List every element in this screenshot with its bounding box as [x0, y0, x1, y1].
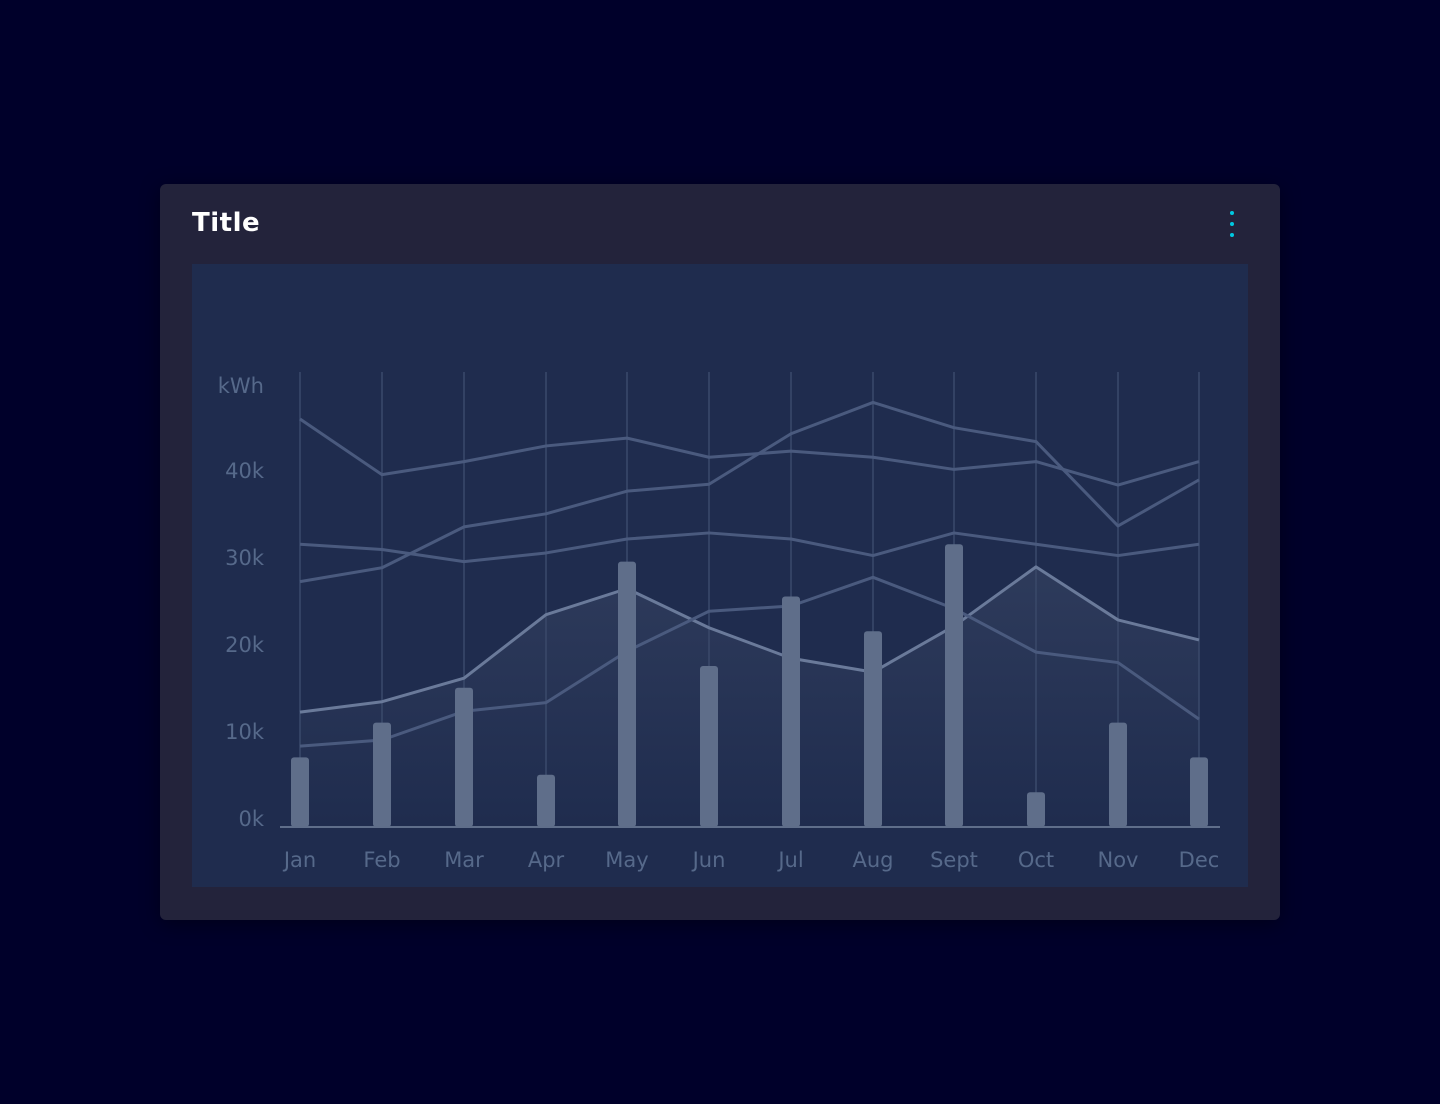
x-tick-label: Jul	[776, 848, 803, 872]
x-tick-label: Jan	[282, 848, 316, 872]
x-tick-label: Oct	[1018, 848, 1054, 872]
x-tick-label: Dec	[1179, 848, 1220, 872]
bar-may	[618, 561, 636, 827]
series-line-4	[299, 565, 1200, 714]
series-line-1	[299, 417, 1200, 487]
bar-jan	[291, 757, 309, 827]
bar-mar	[455, 687, 473, 827]
bar-jul	[782, 596, 800, 827]
y-tick-label: 20k	[225, 633, 265, 657]
y-tick-label: 10k	[225, 720, 265, 744]
x-tick-label: Nov	[1098, 848, 1139, 872]
bar-jun	[700, 666, 718, 827]
chart-svg: kWh 0k 10k 20k 30k 40k Jan Feb Mar Apr May Jun Jul A…	[218, 372, 1220, 872]
x-tick-label: Apr	[528, 848, 565, 872]
chart-card: Title kWh 0k 10k 20k 30k 40k Jan Feb Mar Apr May J…	[160, 184, 1280, 920]
x-tick-label: Jun	[691, 848, 726, 872]
bar-nov	[1109, 722, 1127, 827]
more-vertical-icon[interactable]	[1224, 208, 1240, 240]
y-tick-label: 40k	[225, 459, 265, 483]
y-axis-label: kWh	[218, 374, 264, 398]
x-tick-label: May	[605, 848, 648, 872]
bar-apr	[537, 774, 555, 827]
bar-feb	[373, 722, 391, 827]
x-tick-label: Sept	[930, 848, 978, 872]
bar-aug	[864, 631, 882, 827]
bar-sept	[945, 544, 963, 827]
series-line-3	[299, 531, 1200, 564]
card-title: Title	[192, 208, 261, 238]
y-tick-label: 0k	[238, 807, 264, 831]
bar-oct	[1027, 792, 1045, 827]
bar-dec	[1190, 757, 1208, 827]
x-tick-label: Aug	[852, 848, 893, 872]
series-area	[300, 566, 1199, 827]
y-tick-label: 30k	[225, 546, 265, 570]
chart-plot-area: kWh 0k 10k 20k 30k 40k Jan Feb Mar Apr May Jun Jul A…	[192, 264, 1248, 887]
series-line-2	[299, 400, 1200, 584]
x-tick-label: Mar	[444, 848, 484, 872]
x-tick-label: Feb	[363, 848, 400, 872]
series-line-5	[299, 575, 1200, 748]
